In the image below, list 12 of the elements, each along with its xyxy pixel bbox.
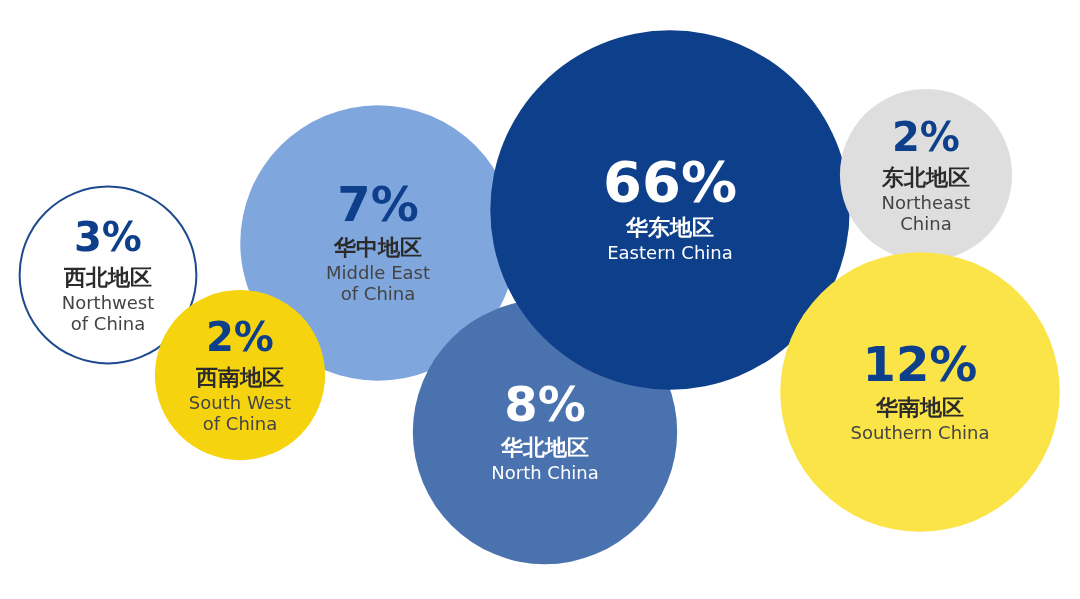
category-label: 东北地区 Northeast China <box>881 165 971 234</box>
category-label: 华南地区 Southern China <box>850 394 990 443</box>
category-label: 华东地区 Eastern China <box>607 215 733 264</box>
data-label: 2% <box>892 114 960 160</box>
category-label: 华北地区 North China <box>491 434 599 483</box>
data-label: 7% <box>337 176 419 233</box>
category-label: 西南地区 South West of China <box>188 365 292 434</box>
category-label: 西北地区 Northwest of China <box>61 265 155 334</box>
data-label: 2% <box>206 314 274 360</box>
data-label: 3% <box>74 214 142 260</box>
data-label: 66% <box>602 149 738 215</box>
data-label: 12% <box>862 335 978 392</box>
